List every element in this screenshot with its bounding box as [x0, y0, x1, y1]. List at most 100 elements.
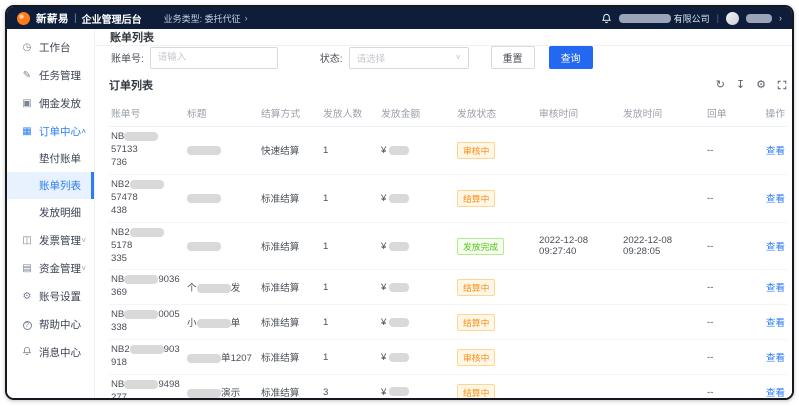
- title-cell: [185, 222, 259, 271]
- amount-cell: ¥: [379, 269, 455, 306]
- view-link[interactable]: 查看: [765, 353, 785, 365]
- title-redacted: [196, 284, 231, 294]
- sidebar-item-workbench[interactable]: ◷ 工作台: [7, 33, 94, 61]
- bill-no-redacted: [124, 380, 159, 390]
- sidebar-item-label: 账号设置: [39, 290, 81, 303]
- sidebar-item-help-center[interactable]: ? 帮助中心: [7, 310, 94, 338]
- sidebar-item-account-settings[interactable]: ⚙ 账号设置: [7, 282, 94, 310]
- receipt-cell: --: [705, 126, 753, 175]
- title-cell: [185, 126, 259, 175]
- amount-redacted: [389, 282, 410, 292]
- status-badge: 发放完成: [457, 237, 505, 255]
- table-row: NB57133 736 快速结算 1 ¥ 审核中 -- 查看: [109, 126, 787, 175]
- sidebar-item-label: 发票管理: [39, 234, 81, 247]
- chevron-down-icon: ˅: [81, 235, 86, 245]
- company-name-redacted: [618, 13, 671, 23]
- orders-table: 账单号 标题 结算方式 发放人数 发放金额 发放状态 审核时间 发放时间 回单 操作 NB5713…: [109, 100, 787, 399]
- user-avatar[interactable]: [726, 11, 739, 25]
- view-link[interactable]: 查看: [765, 194, 785, 206]
- table-row: NB2 903 918 单1207 标准结算 1 ¥ 审核中 -- 查看: [109, 339, 787, 376]
- action-cell: 查看: [753, 339, 787, 376]
- action-cell: 查看: [753, 374, 787, 399]
- sidebar-subitem-label: 垫付账单: [39, 153, 81, 165]
- view-link[interactable]: 查看: [765, 318, 785, 330]
- issue-time-cell: [621, 374, 705, 398]
- status-badge: 审核中: [457, 348, 496, 366]
- fullscreen-icon[interactable]: [777, 80, 787, 90]
- audit-time-cell: 2022-12-08 09:27:40: [537, 222, 621, 271]
- view-link[interactable]: 查看: [765, 388, 785, 399]
- table-row: NB 0005 338 小单标准结算 1 ¥ 结算中 -- 查看: [109, 304, 787, 341]
- payee-count-cell: 1: [321, 222, 379, 271]
- view-link[interactable]: 查看: [765, 146, 785, 158]
- sidebar-item-funds[interactable]: ▤ 资金管理 ˅: [7, 254, 94, 282]
- bill-no-redacted: [124, 310, 159, 320]
- sidebar-item-commission[interactable]: ▣ 佣金发放: [7, 89, 94, 117]
- settings-icon[interactable]: ⚙: [756, 78, 766, 91]
- bill-no-cell: NB 0005 338: [109, 304, 185, 341]
- payee-count-cell: 3: [321, 374, 379, 398]
- sidebar-item-tasks[interactable]: ✎ 任务管理: [7, 61, 94, 89]
- search-button[interactable]: 查询: [548, 46, 593, 69]
- column-header: 审核时间: [537, 100, 621, 127]
- chevron-down-icon: ˅: [455, 53, 461, 62]
- brand-divider: |: [74, 12, 77, 24]
- title-redacted: [187, 145, 221, 155]
- status-label: 状态:: [319, 54, 343, 65]
- settle-method-cell: 快速结算: [259, 126, 321, 175]
- table-row: NB25178 335 标准结算 1 ¥ 发放完成 2022-12-08 09:27:40…: [109, 222, 787, 271]
- settle-method-cell: 标准结算: [259, 269, 321, 306]
- audit-time-cell: [537, 174, 621, 223]
- main-content: 账单列表 账单号: 状态: 请选择 ˅ 重置 查询 订单列表: [95, 29, 792, 399]
- view-link[interactable]: 查看: [765, 242, 785, 254]
- receipt-cell: --: [705, 174, 753, 223]
- status-cell: 发放完成: [455, 222, 537, 271]
- bill-no-input[interactable]: [149, 46, 278, 69]
- top-bar: 新薪易 | 企业管理后台 业务类型: 委托代征 › 有限公司 | ›: [7, 7, 792, 29]
- amount-redacted: [389, 241, 410, 251]
- amount-cell: ¥: [379, 304, 455, 341]
- status-cell: 结算中: [455, 304, 537, 341]
- bell-icon[interactable]: [601, 13, 612, 24]
- column-header: 操作: [753, 100, 787, 127]
- title-cell: 单1207: [185, 339, 259, 376]
- user-menu-chevron-icon[interactable]: ›: [779, 13, 782, 23]
- sidebar-item-invoices[interactable]: ◫ 发票管理 ˅: [7, 226, 94, 254]
- bill-no-cell: NB2 903 918: [109, 339, 185, 376]
- action-cell: 查看: [753, 174, 787, 223]
- title-cell: 演示: [185, 374, 259, 398]
- title-redacted: [196, 319, 231, 329]
- payee-count-cell: 1: [321, 339, 379, 376]
- status-badge: 结算中: [457, 278, 496, 296]
- amount-redacted: [389, 317, 410, 327]
- refresh-icon[interactable]: ↻: [715, 78, 725, 91]
- sidebar-item-label: 消息中心: [39, 346, 81, 359]
- payee-count-cell: 1: [321, 174, 379, 223]
- status-badge: 结算中: [457, 313, 496, 331]
- sidebar-subitem-label: 账单列表: [39, 180, 81, 192]
- sidebar-item-label: 订单中心: [39, 125, 81, 138]
- sidebar-subitem-payout-details[interactable]: 发放明细: [7, 199, 94, 226]
- sidebar-item-order-center[interactable]: ▦ 订单中心 ˄: [7, 117, 94, 145]
- title-redacted: [187, 193, 221, 203]
- order-list-title: 订单列表: [109, 80, 153, 92]
- amount-redacted: [389, 387, 410, 397]
- column-header: 发放人数: [321, 100, 379, 127]
- business-type-switcher[interactable]: 业务类型: 委托代征 ›: [164, 12, 248, 25]
- sidebar-item-message-center[interactable]: 消息中心: [7, 338, 94, 366]
- bill-no-redacted: [129, 179, 164, 189]
- reset-button[interactable]: 重置: [490, 46, 535, 69]
- action-cell: 查看: [753, 222, 787, 271]
- sidebar-subitem-advance-bills[interactable]: 垫付账单: [7, 145, 94, 172]
- briefcase-icon: ▦: [22, 125, 32, 137]
- status-select[interactable]: 请选择 ˅: [348, 46, 469, 69]
- clock-icon: ◷: [22, 41, 32, 53]
- amount-cell: ¥: [379, 222, 455, 271]
- download-icon[interactable]: ↧: [735, 78, 746, 91]
- action-cell: 查看: [753, 269, 787, 306]
- sidebar-subitem-bill-list[interactable]: 账单列表: [7, 172, 94, 199]
- view-link[interactable]: 查看: [765, 283, 785, 295]
- sidebar-item-label: 任务管理: [39, 69, 81, 82]
- amount-redacted: [389, 193, 410, 203]
- amount-cell: ¥: [379, 339, 455, 376]
